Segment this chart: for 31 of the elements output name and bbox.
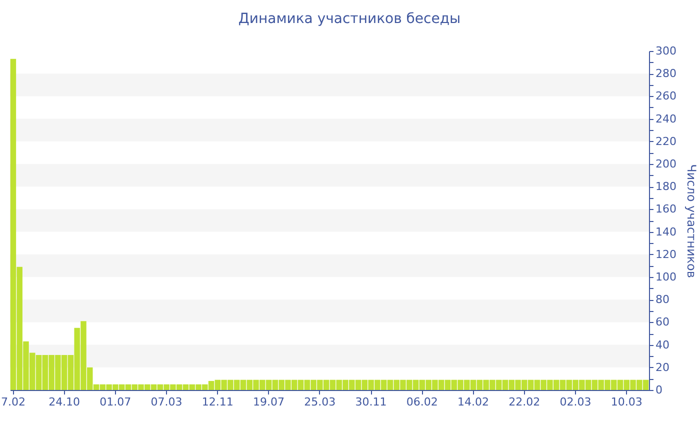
x-tick-label: 10.03 xyxy=(610,396,642,408)
y-tick-label: 200 xyxy=(656,158,676,170)
x-tick-label: 7.02 xyxy=(0,396,26,408)
y-tick-label: 40 xyxy=(656,338,670,352)
x-tick-label: 22.02 xyxy=(508,396,540,408)
x-tick-label: 14.02 xyxy=(458,396,490,408)
chart-title: Динамика участников беседы xyxy=(238,11,461,27)
y-tick-label: 100 xyxy=(656,270,676,284)
y-tick-label: 300 xyxy=(656,44,676,58)
x-tick-label: 25.03 xyxy=(304,396,336,408)
y-tick-label: 180 xyxy=(656,180,676,194)
x-tick-label: 01.07 xyxy=(100,396,132,408)
y-tick-label: 20 xyxy=(656,360,670,374)
x-tick-label: 30.11 xyxy=(355,396,387,408)
y-tick-label: 120 xyxy=(656,248,676,261)
y-tick-label: 220 xyxy=(656,134,676,148)
y-tick-label: 160 xyxy=(656,202,676,216)
x-tick-label: 12.11 xyxy=(202,396,234,408)
y-tick-label: 60 xyxy=(656,316,670,329)
x-tick-label: 24.10 xyxy=(48,396,80,408)
y-tick-label: 280 xyxy=(656,67,676,80)
y-tick-label: 140 xyxy=(656,225,676,238)
y-tick-label: 0 xyxy=(656,384,662,396)
y-axis-title: Число участников xyxy=(684,164,698,278)
y-tick-label: 80 xyxy=(656,293,670,306)
x-tick-label: 19.07 xyxy=(253,396,285,408)
x-tick-label: 02.03 xyxy=(560,396,592,408)
x-tick-label: 06.02 xyxy=(406,396,438,408)
x-tick-label: 07.03 xyxy=(150,396,182,408)
y-tick-label: 240 xyxy=(656,112,676,126)
y-tick-label: 260 xyxy=(656,90,676,103)
